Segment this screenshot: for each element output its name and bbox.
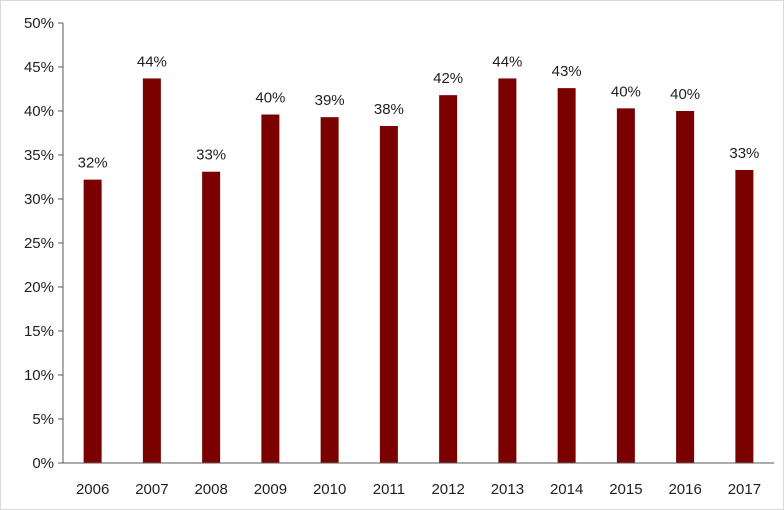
x-tick-label-2008: 2008	[194, 481, 227, 498]
bar-2015	[616, 108, 635, 464]
data-label-2013: 44%	[492, 53, 522, 70]
x-tick-label-2012: 2012	[431, 481, 464, 498]
y-tick-label: 0%	[32, 455, 54, 472]
data-label-2017: 33%	[729, 145, 759, 162]
bar-2017	[735, 169, 754, 463]
x-tick-label-2016: 2016	[668, 481, 701, 498]
data-label-2007: 44%	[137, 53, 167, 70]
bar-2007	[142, 78, 161, 463]
data-label-2012: 42%	[433, 70, 463, 87]
x-axis: 2006 2007 2008 2009 2010 2011 2012 2013 2014 2015…	[63, 462, 774, 498]
data-label-2014: 43%	[552, 63, 582, 80]
x-tick-label-2010: 2010	[313, 481, 346, 498]
y-tick-label: 50%	[24, 15, 54, 32]
bar-2010	[320, 117, 339, 463]
y-tick-label: 15%	[24, 323, 54, 340]
bar-2011	[379, 125, 398, 464]
y-tick-label: 10%	[24, 367, 54, 384]
y-tick-label: 5%	[32, 411, 54, 428]
x-tick-label-2006: 2006	[76, 481, 109, 498]
data-label-2015: 40%	[611, 83, 641, 100]
data-label-2010: 39%	[315, 92, 345, 109]
bar-2012	[439, 95, 458, 463]
y-tick-label: 30%	[24, 191, 54, 208]
y-axis: 0% 5% 10% 15% 20% 25% 30% 35% 40% 45% 50%	[24, 15, 64, 472]
y-tick-label: 45%	[24, 59, 54, 76]
x-tick-label-2017: 2017	[728, 481, 761, 498]
data-labels: 32% 44% 33% 40% 39% 38% 42% 44% 43% 40% 40% 33%	[78, 53, 760, 171]
bar-2008	[202, 171, 221, 463]
bar-2006	[83, 179, 102, 463]
x-tick-label-2014: 2014	[550, 481, 583, 498]
data-label-2016: 40%	[670, 86, 700, 103]
bars	[83, 78, 754, 464]
data-label-2006: 32%	[78, 155, 108, 172]
data-label-2008: 33%	[196, 147, 226, 164]
y-tick-label: 35%	[24, 147, 54, 164]
x-tick-label-2011: 2011	[373, 481, 405, 498]
bar-2016	[676, 111, 695, 463]
data-label-2009: 40%	[255, 90, 285, 107]
bar-2013	[498, 78, 517, 463]
x-tick-label-2007: 2007	[135, 481, 168, 498]
bar-2014	[557, 88, 576, 464]
x-tick-label-2015: 2015	[609, 481, 642, 498]
y-tick-label: 20%	[24, 279, 54, 296]
x-tick-label-2013: 2013	[491, 481, 524, 498]
y-tick-label: 40%	[24, 103, 54, 120]
bar-2009	[261, 114, 280, 464]
x-tick-label-2009: 2009	[254, 481, 287, 498]
y-tick-label: 25%	[24, 235, 54, 252]
data-label-2011: 38%	[374, 101, 404, 118]
